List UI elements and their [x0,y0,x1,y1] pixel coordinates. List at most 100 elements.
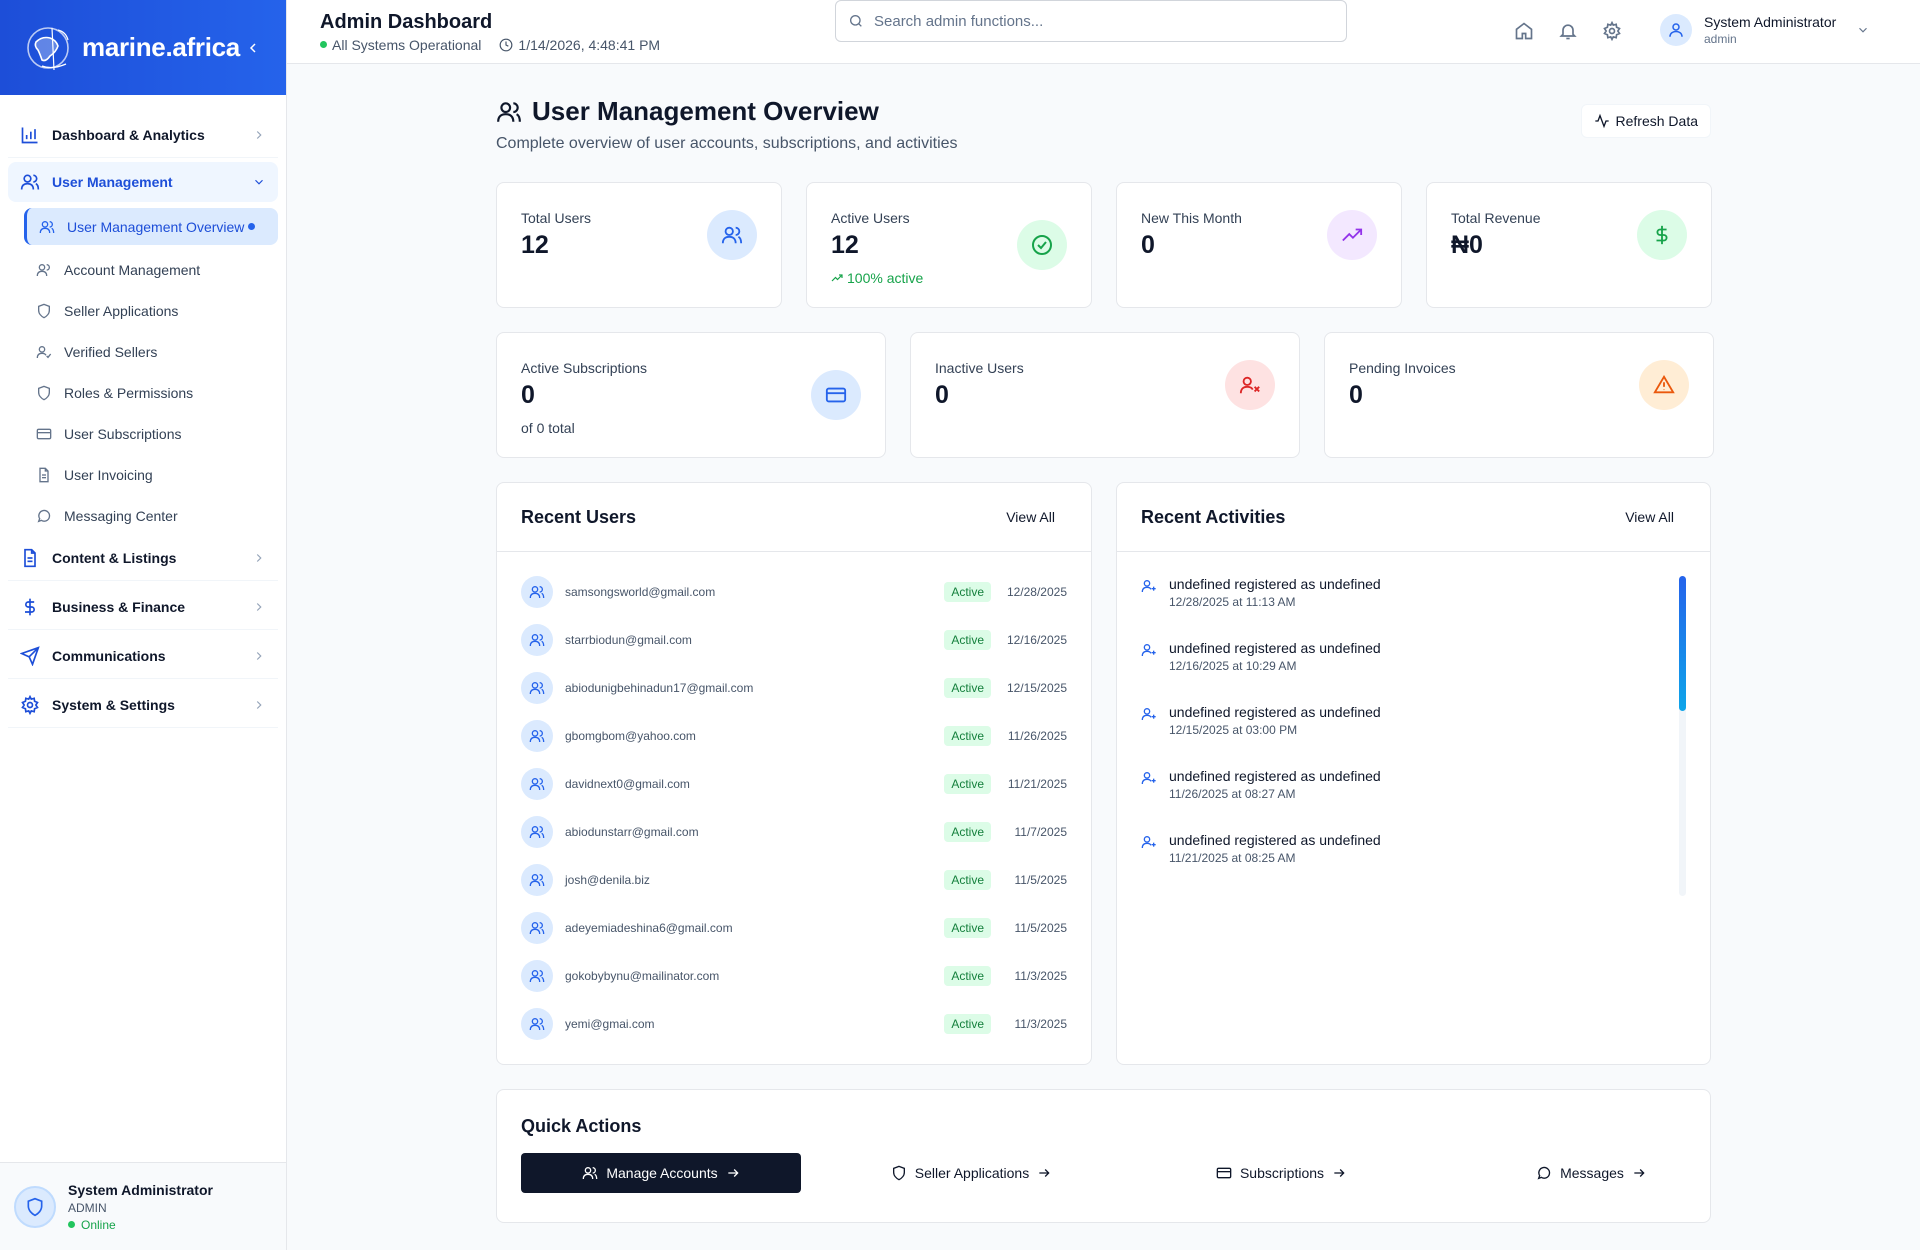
clock-icon [499,38,513,52]
table-row[interactable]: yemi@gmai.com Active 11/3/2025 [521,1000,1067,1048]
users-icon [521,960,553,992]
status-badge: Active [944,630,991,650]
status-badge: Active [944,822,991,842]
dollar-sign-icon [1637,210,1687,260]
button-label: Subscriptions [1239,1165,1325,1181]
activity-time: 12/28/2025 at 11:13 AM [1169,595,1296,609]
nav-group-business-finance[interactable]: Business & Finance [8,585,278,630]
sub-item-user-subscriptions[interactable]: User Subscriptions [24,413,278,454]
brand-logo[interactable]: marine.africa [22,20,240,76]
nav-group-communications[interactable]: Communications [8,634,278,679]
send-icon [20,646,40,666]
panel-title: Recent Users [521,506,637,527]
stat-value: 0 [935,381,949,409]
home-icon[interactable] [1514,21,1534,41]
refresh-data-button[interactable]: Refresh Data [1580,104,1711,138]
messages-button[interactable]: Messages [1451,1153,1731,1193]
gear-icon [20,695,40,715]
sub-item-label: User Management Overview [67,218,245,235]
seller-applications-button[interactable]: Seller Applications [831,1153,1111,1193]
top-header: Admin Dashboard All Systems Operational … [287,0,1920,64]
collapse-sidebar-icon[interactable] [242,37,264,59]
activities-scrollbar[interactable] [1679,576,1686,896]
stats-row-top: Total Users 12 Active Users 12 100% acti… [496,182,1712,308]
shield-icon [891,1165,907,1181]
stat-value: ₦0 [1451,231,1483,259]
user-date: 11/7/2025 [1014,825,1068,839]
message-circle-icon [36,508,52,524]
table-row[interactable]: davidnext0@gmail.com Active 11/21/2025 [521,760,1067,808]
user-date: 11/26/2025 [1007,729,1067,743]
sub-item-seller-applications[interactable]: Seller Applications [24,290,278,331]
scrollbar-thumb[interactable] [1679,576,1686,711]
user-plus-icon [1141,706,1157,722]
nav-group-label: User Management [52,174,173,190]
stat-value: 0 [1141,231,1155,259]
stat-label: Total Revenue [1451,210,1541,226]
sub-item-user-invoicing[interactable]: User Invoicing [24,454,278,495]
sub-item-messaging-center[interactable]: Messaging Center [24,495,278,536]
nav-group-dashboard-analytics[interactable]: Dashboard & Analytics [8,113,278,158]
activity-time: 12/16/2025 at 10:29 AM [1169,659,1297,673]
subscriptions-button[interactable]: Subscriptions [1141,1153,1421,1193]
user-date: 11/5/2025 [1014,921,1068,935]
gear-icon[interactable] [1602,21,1622,41]
table-row[interactable]: abiodunstarr@gmail.com Active 11/7/2025 [521,808,1067,856]
view-all-users-button[interactable]: View All [1006,509,1055,525]
sidebar-nav: Dashboard & Analytics User Management Us… [0,95,286,728]
activity-time: 11/26/2025 at 08:27 AM [1169,787,1296,801]
users-icon [36,262,52,278]
table-row[interactable]: abiodunigbehinadun17@gmail.com Active 12… [521,664,1067,712]
button-label: Messages [1560,1165,1624,1181]
recent-users-list: samsongsworld@gmail.com Active 12/28/202… [497,552,1091,1048]
nav-group-label: Dashboard & Analytics [52,127,205,143]
page-title-text: User Management Overview [532,96,879,126]
brand-name: marine.africa [82,32,240,62]
users-icon [521,624,553,656]
arrow-right-icon [726,1166,740,1180]
status-badge: Active [944,870,991,890]
arrow-right-icon [1037,1166,1051,1180]
table-row[interactable]: josh@denila.biz Active 11/5/2025 [521,856,1067,904]
user-date: 11/3/2025 [1014,969,1068,983]
user-avatar-icon [1660,14,1692,46]
users-icon [521,864,553,896]
chevron-right-icon [252,698,266,712]
view-all-activities-button[interactable]: View All [1625,509,1674,525]
header-user-role: admin [1704,32,1737,46]
bell-icon[interactable] [1558,21,1578,41]
manage-accounts-button[interactable]: Manage Accounts [521,1153,801,1193]
status-badge: Active [944,726,991,746]
user-x-icon [1225,360,1275,410]
table-row[interactable]: starrbiodun@gmail.com Active 12/16/2025 [521,616,1067,664]
user-email: samsongsworld@gmail.com [565,585,716,599]
nav-group-content-listings[interactable]: Content & Listings [8,536,278,581]
user-email: adeyemiadeshina6@gmail.com [565,921,733,935]
table-row[interactable]: samsongsworld@gmail.com Active 12/28/202… [521,568,1067,616]
sub-item-label: User Subscriptions [64,425,182,442]
sub-item-account-management[interactable]: Account Management [24,249,278,290]
stat-note: 100% active [831,270,1067,286]
user-email: abiodunstarr@gmail.com [565,825,699,839]
sidebar-user-footer: System Administrator ADMIN Online [0,1162,286,1250]
sub-item-verified-sellers[interactable]: Verified Sellers [24,331,278,372]
activity-icon [1594,113,1610,129]
activity-text: undefined registered as undefined [1169,640,1381,656]
status-badge: Active [944,918,991,938]
stat-card-active-users: Active Users 12 100% active [806,182,1092,308]
credit-card-icon [811,370,861,420]
header-user-menu[interactable]: System Administrator admin [1660,14,1870,46]
table-row[interactable]: adeyemiadeshina6@gmail.com Active 11/5/2… [521,904,1067,952]
sub-item-roles-permissions[interactable]: Roles & Permissions [24,372,278,413]
users-icon [521,768,553,800]
table-row[interactable]: gbomgbom@yahoo.com Active 11/26/2025 [521,712,1067,760]
search-input[interactable] [874,12,1334,30]
lists-row: Recent Users View All samsongsworld@gmai… [496,482,1711,1065]
nav-group-system-settings[interactable]: System & Settings [8,683,278,728]
user-date: 11/3/2025 [1014,1017,1068,1031]
activity-text: undefined registered as undefined [1169,768,1381,784]
users-icon [582,1165,598,1181]
nav-group-user-management[interactable]: User Management [8,162,278,202]
sub-item-user-management-overview[interactable]: User Management Overview [24,208,278,245]
table-row[interactable]: gokobybynu@mailinator.com Active 11/3/20… [521,952,1067,1000]
